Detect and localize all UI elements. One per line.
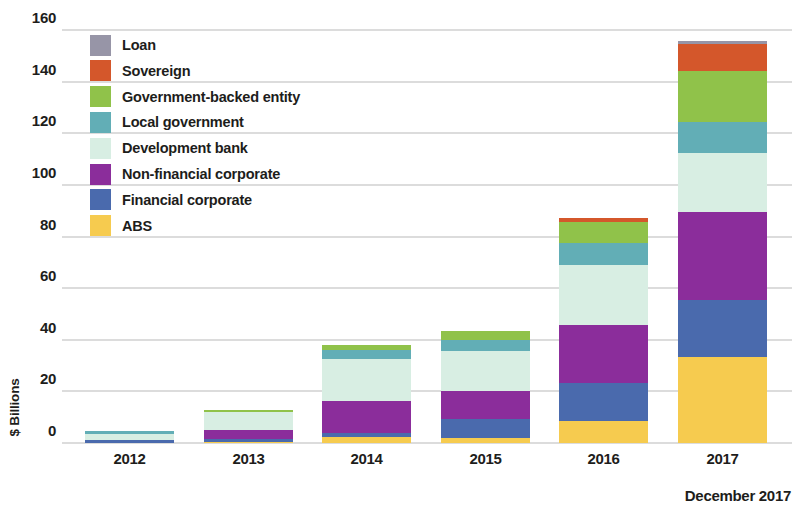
y-tick-label-140: 140 — [0, 60, 56, 80]
bar-segment-2013-abs — [204, 442, 293, 443]
legend-swatch-icon — [90, 189, 111, 210]
x-tick-label-2015: 2015 — [426, 450, 545, 467]
bar-segment-2015-abs — [441, 438, 530, 443]
bar-segment-2017-local-government — [678, 122, 767, 153]
legend-swatch-icon — [90, 60, 111, 81]
y-tick-label-80: 80 — [0, 215, 56, 235]
bar-segment-2015-financial-corporate — [441, 419, 530, 438]
legend-label: Loan — [122, 37, 156, 53]
bar-segment-2017-non-financial-corporate — [678, 212, 767, 300]
legend-item-abs: ABS — [90, 215, 152, 237]
legend-label: Local government — [122, 114, 244, 130]
legend-swatch-icon — [90, 112, 111, 133]
y-tick-label-120: 120 — [0, 111, 56, 131]
bar-segment-2013-government-backed-entity — [204, 410, 293, 412]
bar-segment-2017-development-bank — [678, 153, 767, 212]
bar-segment-2017-loan — [678, 41, 767, 44]
legend-item-non-financial-corporate: Non-financial corporate — [90, 163, 280, 185]
x-tick-label-2017: 2017 — [663, 450, 782, 467]
bar-segment-2014-abs — [322, 437, 411, 443]
bar-segment-2017-sovereign — [678, 44, 767, 71]
bar-segment-2012-development-bank — [85, 434, 174, 439]
bar-segment-2016-non-financial-corporate — [559, 325, 648, 383]
legend-item-development-bank: Development bank — [90, 137, 248, 159]
bar-segment-2017-financial-corporate — [678, 300, 767, 357]
legend-swatch-icon — [90, 215, 111, 236]
legend-swatch-icon — [90, 164, 111, 185]
bar-segment-2015-non-financial-corporate — [441, 391, 530, 419]
y-tick-label-100: 100 — [0, 163, 56, 183]
bar-segment-2013-development-bank — [204, 412, 293, 430]
bar-segment-2014-development-bank — [322, 359, 411, 401]
bar-segment-2014-local-government — [322, 350, 411, 359]
y-tick-label-160: 160 — [0, 8, 56, 28]
bar-segment-2013-non-financial-corporate — [204, 430, 293, 439]
legend-swatch-icon — [90, 138, 111, 159]
legend-label: Sovereign — [122, 63, 190, 79]
bar-segment-2015-local-government — [441, 340, 530, 352]
legend-swatch-icon — [90, 35, 111, 56]
bar-segment-2017-government-backed-entity — [678, 71, 767, 121]
bar-segment-2014-financial-corporate — [322, 433, 411, 437]
bar-segment-2017-abs — [678, 357, 767, 444]
chart-date-note: December 2017 — [685, 487, 791, 504]
x-tick-label-2012: 2012 — [70, 450, 189, 467]
bar-segment-2016-sovereign — [559, 218, 648, 221]
y-tick-label-60: 60 — [0, 266, 56, 286]
y-tick-label-40: 40 — [0, 318, 56, 338]
bar-segment-2012-local-government — [85, 431, 174, 435]
bar-segment-2012-financial-corporate — [85, 440, 174, 443]
legend-swatch-icon — [90, 86, 111, 107]
y-axis-title: $ Billions — [7, 361, 22, 455]
legend-label: Financial corporate — [122, 192, 252, 208]
bar-segment-2013-financial-corporate — [204, 439, 293, 442]
bar-segment-2016-local-government — [559, 243, 648, 265]
legend-item-loan: Loan — [90, 34, 156, 56]
legend-item-financial-corporate: Financial corporate — [90, 189, 252, 211]
legend-item-sovereign: Sovereign — [90, 60, 190, 82]
legend-label: Non-financial corporate — [122, 166, 280, 182]
legend-label: Development bank — [122, 140, 248, 156]
bar-segment-2016-development-bank — [559, 265, 648, 325]
bar-segment-2016-financial-corporate — [559, 383, 648, 421]
bar-segment-2016-government-backed-entity — [559, 222, 648, 244]
legend-item-government-backed-entity: Government-backed entity — [90, 86, 300, 108]
x-tick-label-2013: 2013 — [189, 450, 308, 467]
bar-segment-2014-non-financial-corporate — [322, 401, 411, 433]
x-tick-label-2016: 2016 — [544, 450, 663, 467]
bar-segment-2015-government-backed-entity — [441, 331, 530, 339]
bar-segment-2016-abs — [559, 421, 648, 443]
green-bond-issuance-chart: 020406080100120140160 $ Billions 2012201… — [0, 0, 799, 512]
gridline-160 — [62, 29, 792, 31]
legend-label: ABS — [122, 218, 152, 234]
legend-item-local-government: Local government — [90, 111, 244, 133]
legend-label: Government-backed entity — [122, 89, 300, 105]
x-tick-label-2014: 2014 — [307, 450, 426, 467]
bar-segment-2014-government-backed-entity — [322, 345, 411, 349]
bar-segment-2015-development-bank — [441, 351, 530, 391]
